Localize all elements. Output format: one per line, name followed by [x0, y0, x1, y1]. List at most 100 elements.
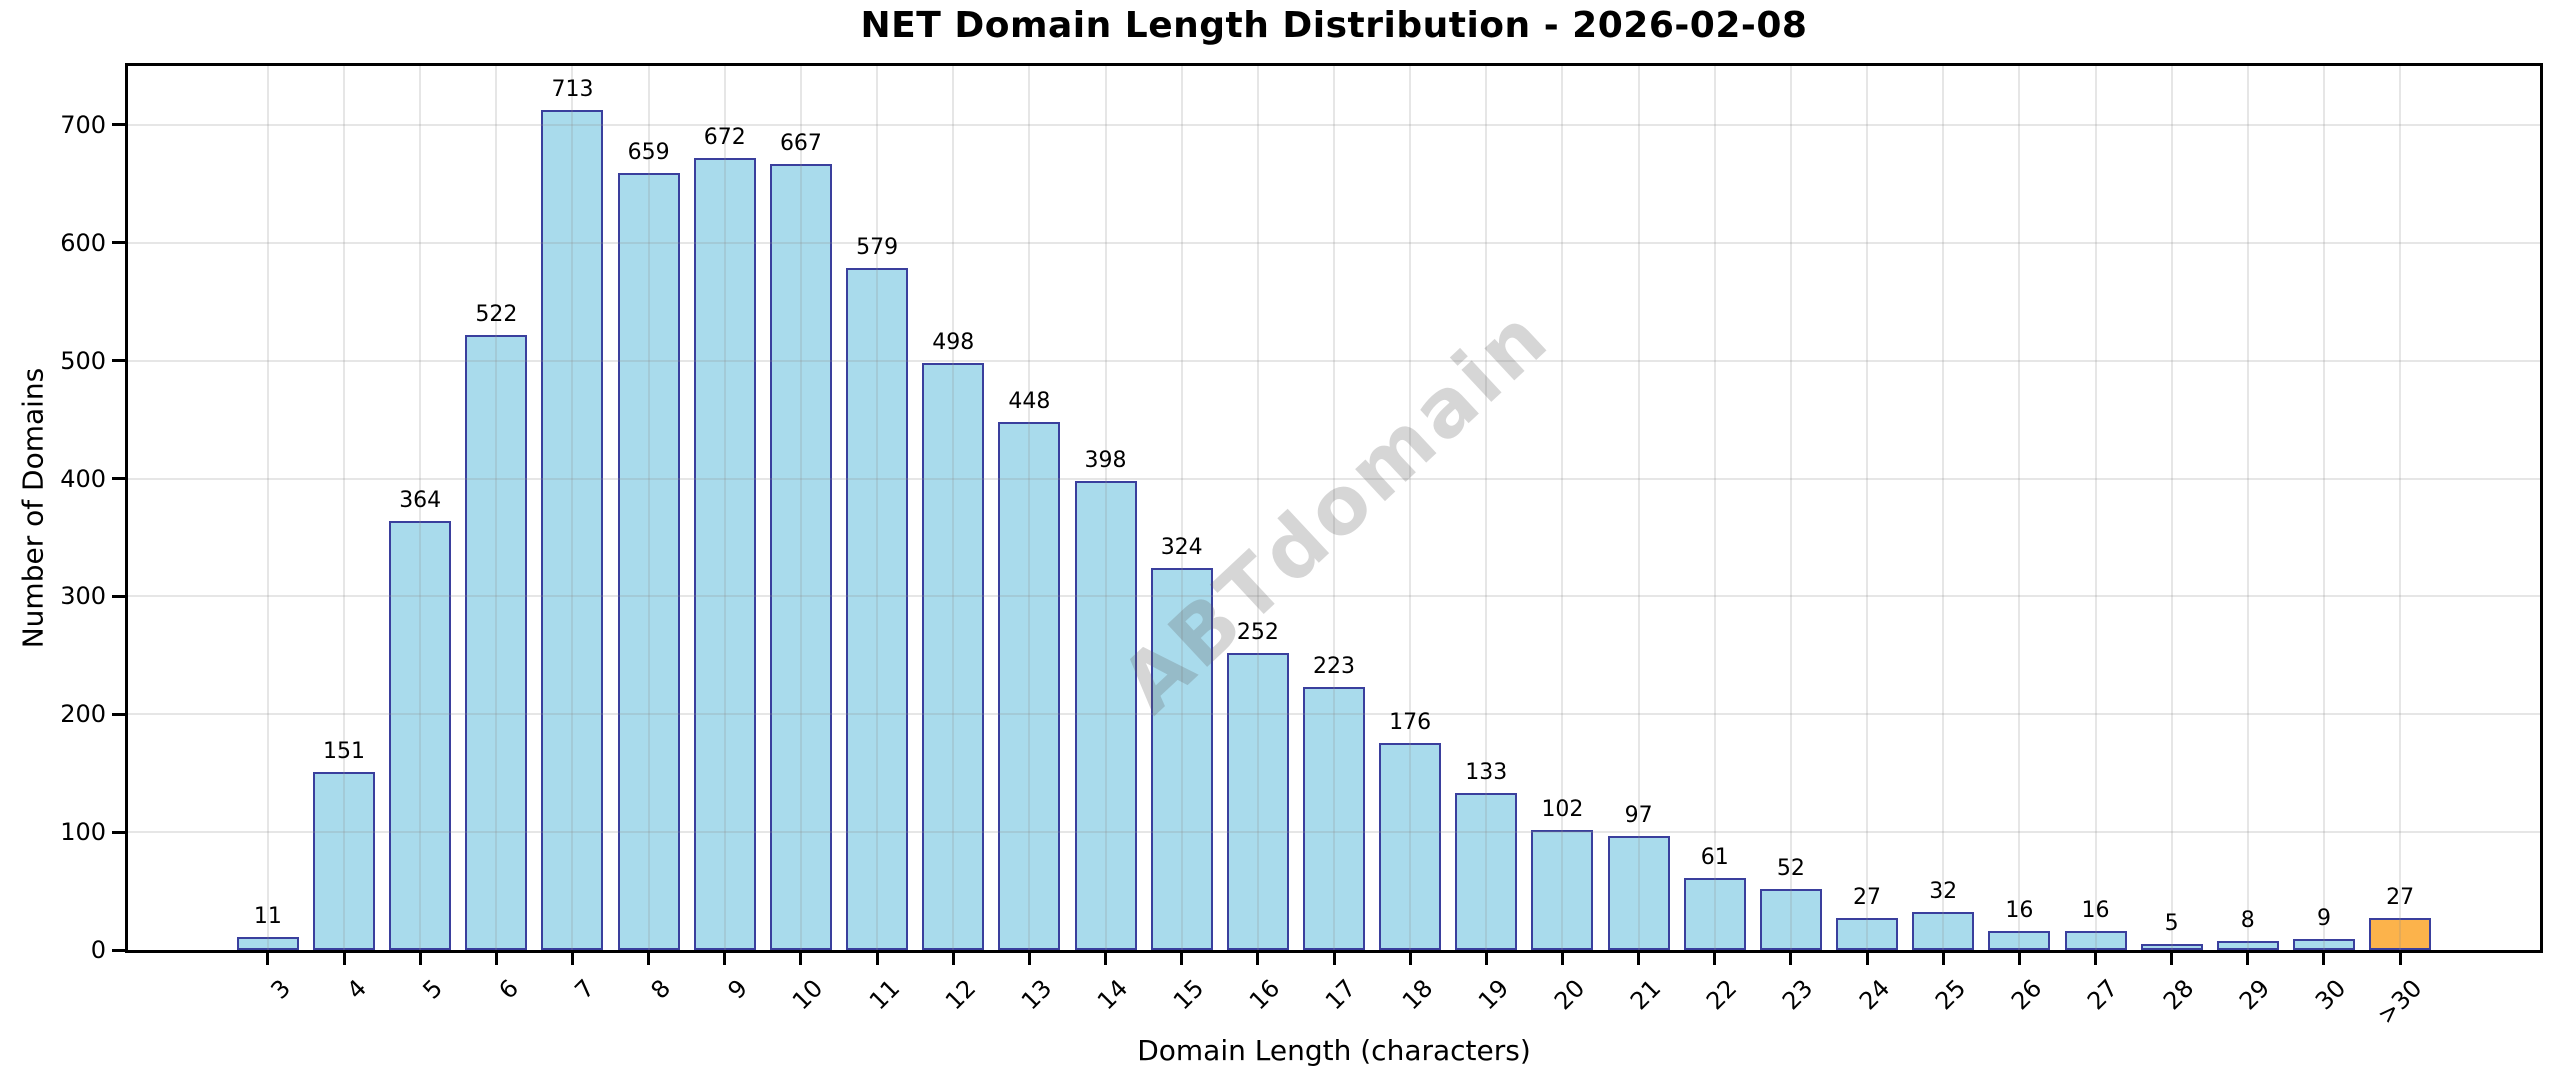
- x-tick-mark: [2246, 953, 2250, 965]
- bar-value-label: 97: [1624, 802, 1653, 828]
- bar: [1836, 918, 1899, 950]
- x-tick-label: 23: [1777, 974, 1819, 1016]
- x-tick-mark: [1789, 953, 1793, 965]
- gridlines-layer: [128, 66, 2540, 950]
- bar: [2369, 918, 2432, 950]
- v-gridline: [1561, 66, 1564, 950]
- v-gridline: [1333, 66, 1335, 950]
- bar-value-label: 151: [323, 739, 366, 765]
- x-tick-label: 11: [863, 974, 905, 1016]
- bar-value-label: 8: [2240, 907, 2255, 933]
- bar: [1759, 888, 1822, 950]
- v-gridline: [343, 66, 346, 950]
- x-tick-label: 12: [939, 974, 982, 1016]
- y-tick-label: 400: [60, 464, 106, 493]
- x-tick-label: 17: [1320, 974, 1362, 1016]
- bar-value-label: 16: [2005, 898, 2034, 924]
- bar-value-label: 579: [856, 234, 899, 260]
- h-gridline: [128, 359, 2540, 362]
- h-gridline: [128, 123, 2540, 126]
- x-tick-label: 30: [2310, 974, 2352, 1016]
- y-tick-mark: [112, 359, 125, 363]
- x-tick-mark: [1332, 953, 1336, 965]
- bar: [1303, 687, 1365, 950]
- bar-value-label: 5: [2164, 911, 2179, 937]
- bar: [998, 421, 1061, 950]
- x-tick-label: 19: [1472, 974, 1515, 1016]
- v-gridline: [1866, 66, 1869, 950]
- bar-value-label: 448: [1008, 388, 1051, 414]
- x-tick-mark: [494, 953, 498, 965]
- v-gridline: [1409, 66, 1412, 950]
- bar: [769, 163, 832, 950]
- bar: [693, 157, 756, 950]
- bar-value-label: 11: [253, 904, 282, 930]
- x-tick-mark: [1941, 953, 1945, 965]
- bar-value-label: 659: [627, 140, 670, 166]
- y-tick-mark: [112, 830, 125, 834]
- bar-value-label: 102: [1541, 796, 1584, 822]
- bar-value-label: 522: [475, 301, 518, 327]
- value-labels-layer: 11 151 364 522 713 659 672 667 579 498 448 398 324 25…: [128, 66, 2540, 950]
- x-tick-mark: [2094, 953, 2097, 965]
- h-gridline: [128, 831, 2540, 834]
- y-tick-mark: [112, 594, 125, 598]
- v-gridline: [2018, 66, 2021, 950]
- x-tick-label: 10: [787, 974, 829, 1016]
- bar: [541, 109, 604, 950]
- x-tick-mark: [2017, 953, 2021, 965]
- bar: [1607, 835, 1670, 950]
- x-tick-label: 14: [1091, 974, 1134, 1016]
- bar: [313, 772, 376, 950]
- bar: [1226, 652, 1289, 950]
- v-gridline: [1180, 66, 1183, 950]
- h-gridline: [128, 595, 2540, 598]
- y-tick-label: 600: [60, 228, 106, 257]
- x-tick-mark: [799, 953, 803, 965]
- x-tick-label: 15: [1168, 974, 1210, 1016]
- x-tick-mark: [2170, 953, 2174, 965]
- bar-value-label: 27: [2386, 885, 2415, 911]
- x-tick-mark: [1408, 953, 1412, 965]
- bar: [2064, 931, 2127, 950]
- bar-value-label: 27: [1853, 885, 1882, 911]
- bar-value-label: 223: [1313, 654, 1355, 680]
- bar: [1379, 742, 1442, 950]
- bar-value-label: 32: [1929, 879, 1958, 905]
- v-gridline: [571, 66, 574, 950]
- bar-value-label: 252: [1236, 619, 1279, 645]
- v-gridline: [1637, 66, 1640, 950]
- bar-value-label: 713: [551, 76, 594, 102]
- v-gridline: [1104, 66, 1107, 950]
- x-tick-mark: [951, 953, 955, 965]
- v-gridline: [723, 66, 726, 950]
- bars-layer: [128, 66, 2540, 950]
- x-tick-mark: [723, 953, 727, 965]
- bar-value-label: 9: [2316, 906, 2331, 932]
- x-tick-label: 18: [1396, 974, 1438, 1016]
- x-tick-label: 16: [1244, 974, 1286, 1016]
- x-tick-label: 27: [2081, 974, 2124, 1016]
- bar-value-label: 667: [779, 130, 822, 156]
- x-tick-label: 4: [341, 974, 372, 1005]
- bar: [1074, 480, 1137, 950]
- y-tick-label: 0: [90, 936, 106, 964]
- y-tick-label: 300: [60, 582, 106, 611]
- h-gridline: [128, 477, 2540, 480]
- y-tick-mark: [112, 948, 125, 952]
- x-tick-label: 20: [1548, 974, 1591, 1016]
- bar-value-label: 61: [1700, 845, 1729, 871]
- y-tick-label: 700: [60, 110, 106, 139]
- v-gridline: [266, 66, 269, 950]
- x-tick-mark: [647, 953, 651, 965]
- x-tick-mark: [1865, 953, 1869, 965]
- x-tick-mark: [1560, 953, 1564, 965]
- v-gridline: [1789, 66, 1792, 950]
- x-tick-label: 21: [1624, 974, 1667, 1016]
- bar: [846, 267, 909, 950]
- x-tick-label: 22: [1701, 974, 1743, 1016]
- y-tick-label: 200: [60, 700, 106, 729]
- x-tick-label: 6: [493, 974, 525, 1005]
- x-tick-label: 7: [569, 974, 601, 1005]
